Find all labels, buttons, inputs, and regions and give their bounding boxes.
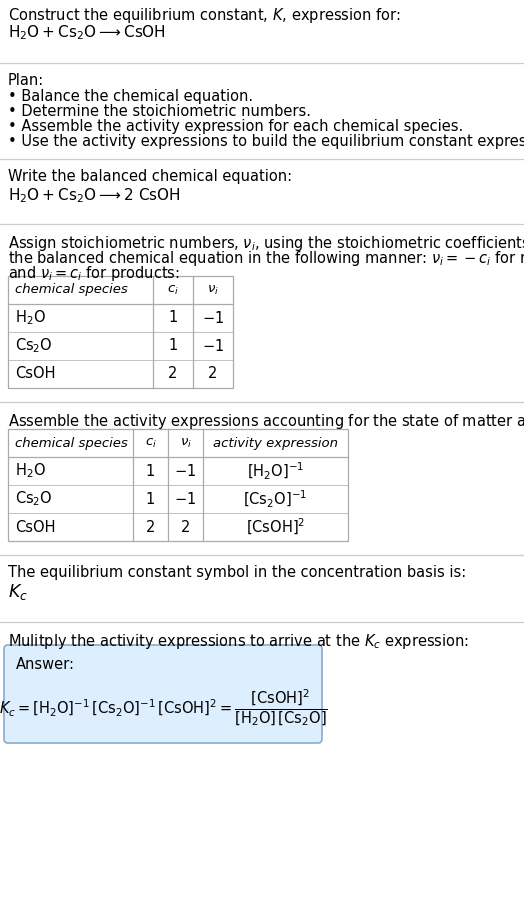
Text: Mulitply the activity expressions to arrive at the $K_c$ expression:: Mulitply the activity expressions to arr… bbox=[8, 632, 469, 651]
Text: Assign stoichiometric numbers, $\nu_i$, using the stoichiometric coefficients, $: Assign stoichiometric numbers, $\nu_i$, … bbox=[8, 234, 524, 253]
Text: $c_i$: $c_i$ bbox=[167, 283, 179, 297]
Text: $-1$: $-1$ bbox=[202, 310, 224, 326]
Text: $\nu_i$: $\nu_i$ bbox=[207, 283, 219, 297]
Text: Write the balanced chemical equation:: Write the balanced chemical equation: bbox=[8, 169, 292, 184]
FancyBboxPatch shape bbox=[4, 645, 322, 743]
Text: 1: 1 bbox=[168, 310, 178, 326]
Text: $\mathrm{H_2O}$: $\mathrm{H_2O}$ bbox=[15, 309, 46, 327]
Text: $-1$: $-1$ bbox=[202, 338, 224, 354]
Text: $-1$: $-1$ bbox=[174, 463, 196, 479]
Text: Plan:: Plan: bbox=[8, 73, 44, 88]
Text: • Use the activity expressions to build the equilibrium constant expression.: • Use the activity expressions to build … bbox=[8, 134, 524, 149]
Text: 2: 2 bbox=[209, 367, 217, 381]
Text: Answer:: Answer: bbox=[16, 657, 75, 672]
Text: 1: 1 bbox=[146, 464, 155, 478]
Text: $\mathrm{H_2O + Cs_2O \longrightarrow 2\ CsOH}$: $\mathrm{H_2O + Cs_2O \longrightarrow 2\… bbox=[8, 186, 181, 205]
Text: Assemble the activity expressions accounting for the state of matter and $\nu_i$: Assemble the activity expressions accoun… bbox=[8, 412, 524, 431]
Text: $\mathrm{Cs_2O}$: $\mathrm{Cs_2O}$ bbox=[15, 490, 53, 509]
Text: $-1$: $-1$ bbox=[174, 491, 196, 507]
Text: $\mathrm{Cs_2O}$: $\mathrm{Cs_2O}$ bbox=[15, 336, 53, 355]
Text: $\nu_i$: $\nu_i$ bbox=[180, 437, 191, 449]
Text: • Determine the stoichiometric numbers.: • Determine the stoichiometric numbers. bbox=[8, 104, 311, 119]
Bar bbox=[8, 276, 233, 388]
Text: 2: 2 bbox=[181, 519, 190, 535]
Text: CsOH: CsOH bbox=[15, 519, 56, 535]
Text: chemical species: chemical species bbox=[15, 437, 128, 449]
Text: and $\nu_i = c_i$ for products:: and $\nu_i = c_i$ for products: bbox=[8, 264, 180, 283]
Text: The equilibrium constant symbol in the concentration basis is:: The equilibrium constant symbol in the c… bbox=[8, 565, 466, 580]
Text: 1: 1 bbox=[168, 338, 178, 353]
Text: $[\mathrm{H_2O}]^{-1}$: $[\mathrm{H_2O}]^{-1}$ bbox=[247, 460, 304, 482]
Text: $K_c$: $K_c$ bbox=[8, 582, 28, 602]
Text: $\mathrm{H_2O}$: $\mathrm{H_2O}$ bbox=[15, 462, 46, 481]
Text: $[\mathrm{CsOH}]^{2}$: $[\mathrm{CsOH}]^{2}$ bbox=[246, 517, 305, 537]
Bar bbox=[8, 429, 348, 541]
Text: $[\mathrm{Cs_2O}]^{-1}$: $[\mathrm{Cs_2O}]^{-1}$ bbox=[244, 489, 308, 509]
Text: 2: 2 bbox=[146, 519, 155, 535]
Text: CsOH: CsOH bbox=[15, 367, 56, 381]
Text: chemical species: chemical species bbox=[15, 283, 128, 297]
Text: $\mathrm{H_2O + Cs_2O \longrightarrow CsOH}$: $\mathrm{H_2O + Cs_2O \longrightarrow Cs… bbox=[8, 23, 166, 41]
Text: $K_c = [\mathrm{H_2O}]^{-1}\,[\mathrm{Cs_2O}]^{-1}\,[\mathrm{CsOH}]^{2} = \dfrac: $K_c = [\mathrm{H_2O}]^{-1}\,[\mathrm{Cs… bbox=[0, 688, 328, 728]
Text: the balanced chemical equation in the following manner: $\nu_i = -c_i$ for react: the balanced chemical equation in the fo… bbox=[8, 249, 524, 268]
Text: • Balance the chemical equation.: • Balance the chemical equation. bbox=[8, 89, 253, 104]
Text: 1: 1 bbox=[146, 492, 155, 507]
Text: Construct the equilibrium constant, $K$, expression for:: Construct the equilibrium constant, $K$,… bbox=[8, 6, 401, 25]
Text: • Assemble the activity expression for each chemical species.: • Assemble the activity expression for e… bbox=[8, 119, 463, 134]
Text: $c_i$: $c_i$ bbox=[145, 437, 156, 449]
Text: 2: 2 bbox=[168, 367, 178, 381]
Text: activity expression: activity expression bbox=[213, 437, 338, 449]
